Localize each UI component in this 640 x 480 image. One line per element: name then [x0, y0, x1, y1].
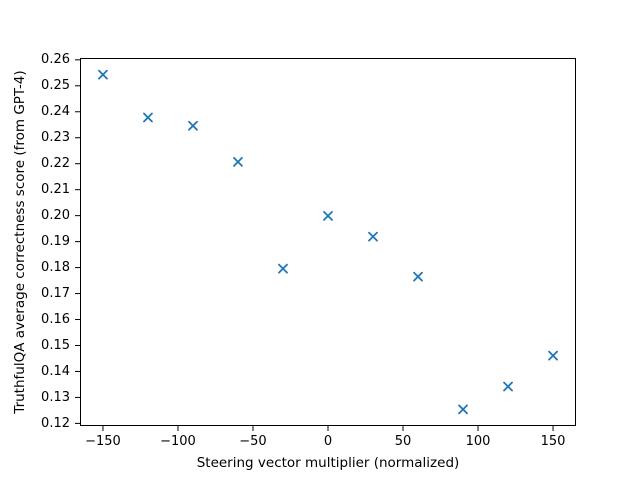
x-axis-label: Steering vector multiplier (normalized)	[196, 455, 460, 471]
y-tick-label: 0.15	[41, 337, 70, 353]
x-tick-label: 0	[323, 434, 333, 449]
y-tick-label: 0.21	[41, 182, 70, 198]
y-tick-label: 0.26	[41, 52, 70, 68]
y-tick-label: 0.13	[41, 389, 70, 405]
y-tick-label: 0.22	[41, 156, 70, 172]
x-tick-label: −150	[85, 434, 121, 449]
y-tick-label: 0.23	[41, 130, 70, 146]
y-tick-label: 0.19	[41, 234, 70, 250]
x-tick-label: 150	[540, 434, 566, 449]
y-tick-label: 0.14	[41, 363, 70, 379]
x-tick-label: 50	[394, 434, 412, 449]
x-tick-label: −100	[160, 434, 196, 449]
y-tick-label: 0.20	[41, 208, 70, 224]
y-tick-label: 0.18	[41, 260, 70, 276]
plot-area	[80, 58, 576, 426]
x-tick-label: −50	[239, 434, 267, 449]
y-tick-label: 0.16	[41, 312, 70, 328]
y-tick-label: 0.24	[41, 104, 70, 120]
y-tick-label: 0.12	[41, 415, 70, 431]
y-tick-label: 0.25	[41, 78, 70, 94]
x-tick-label: 100	[465, 434, 491, 449]
y-tick-label: 0.17	[41, 286, 70, 302]
